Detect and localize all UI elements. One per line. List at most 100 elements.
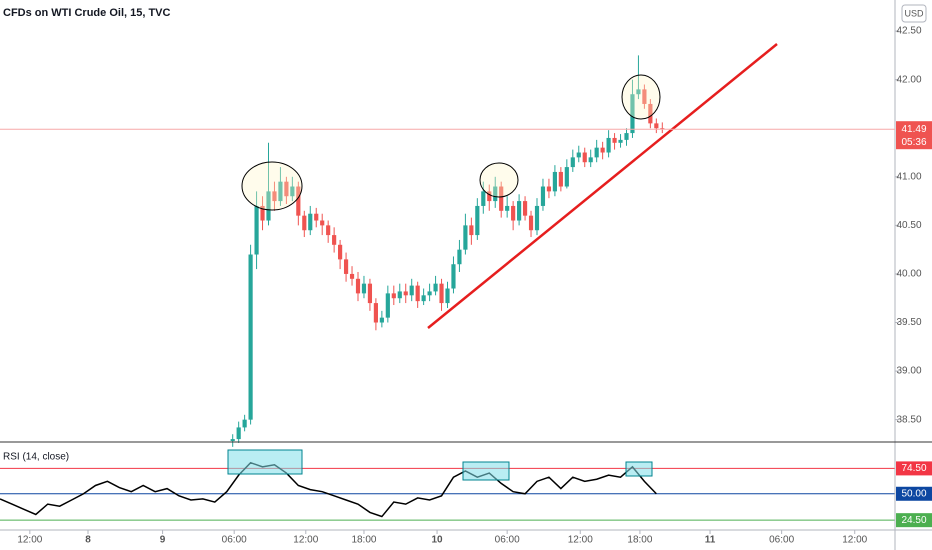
- x-tick-label: 18:00: [627, 535, 652, 546]
- candle-body: [343, 259, 349, 274]
- candle-body: [236, 427, 241, 440]
- candle-body: [576, 152, 581, 158]
- annotations: [227, 43, 778, 481]
- candle-body: [642, 89, 647, 104]
- candle-body: [320, 220, 325, 226]
- x-tick-label: 10: [431, 535, 443, 546]
- candle-body: [397, 291, 402, 299]
- chart-title: CFDs on WTI Crude Oil, 15, TVC: [3, 7, 171, 19]
- candle-body: [511, 205, 516, 221]
- candle-body: [451, 264, 456, 289]
- countdown: 05:36: [901, 137, 926, 148]
- rsi-line: [0, 461, 657, 518]
- x-tick-label: 8: [85, 535, 91, 546]
- candle-body: [308, 213, 313, 231]
- candle-body: [540, 186, 546, 206]
- marks: [0, 55, 895, 521]
- candle-body: [379, 317, 384, 323]
- candle-body: [612, 137, 617, 143]
- candle-body: [546, 186, 552, 192]
- y-tick-label: 42.50: [896, 26, 921, 37]
- candle-body: [421, 295, 426, 302]
- candle-body: [552, 171, 557, 192]
- candle-body: [522, 201, 528, 216]
- candle-body: [439, 283, 444, 304]
- candle-body: [517, 201, 522, 221]
- candle-body: [463, 225, 468, 250]
- candle-body: [391, 293, 396, 299]
- rsi-box: [462, 461, 510, 481]
- candle-body: [636, 89, 641, 95]
- candle-body: [355, 278, 361, 294]
- x-tick-label: 12:00: [842, 535, 867, 546]
- y-tick-label: 74.50: [901, 463, 926, 474]
- y-tick-label: 40.00: [896, 269, 921, 280]
- candle-body: [332, 235, 337, 245]
- candle-body: [338, 244, 343, 260]
- rsi-box: [625, 461, 653, 477]
- candle-body: [415, 285, 420, 302]
- candle-body: [230, 439, 235, 442]
- candle-body: [606, 137, 611, 153]
- candle-body: [534, 205, 540, 231]
- candle-body: [457, 249, 462, 265]
- candle-body: [570, 157, 575, 168]
- candle-body: [403, 291, 408, 296]
- circle-annotation: [241, 161, 303, 211]
- candle-body: [242, 419, 247, 428]
- level-label-box: [896, 461, 932, 476]
- candle-body: [409, 285, 414, 296]
- candle-body: [588, 157, 593, 163]
- candle-body: [630, 94, 635, 134]
- x-tick-label: 9: [160, 535, 166, 546]
- candle-body: [278, 181, 283, 202]
- y-tick-label: 41.00: [896, 171, 921, 182]
- candle-body: [618, 139, 623, 143]
- x-tick-label: 12:00: [293, 535, 318, 546]
- x-tick-label: 06:00: [222, 535, 247, 546]
- candle-body: [505, 205, 510, 211]
- candle-body: [266, 191, 271, 221]
- last-price-box: [896, 121, 932, 150]
- candle-body: [284, 181, 289, 197]
- y-tick-label: 40.50: [896, 220, 921, 231]
- y-tick-label: 39.50: [896, 317, 921, 328]
- candle-body: [385, 293, 390, 318]
- candle-body: [427, 291, 432, 296]
- candle-body: [600, 147, 605, 153]
- y-tick-label: 50.00: [901, 488, 926, 499]
- y-tick-label: 42.00: [896, 74, 921, 85]
- x-tick-label: 12:00: [17, 535, 42, 546]
- trend-line: [427, 43, 778, 329]
- y-tick-label: 38.50: [896, 414, 921, 425]
- candle-body: [314, 213, 319, 221]
- circle-annotation: [479, 162, 519, 198]
- candle-body: [594, 147, 599, 158]
- candle-body: [302, 215, 307, 231]
- candle-body: [499, 186, 504, 211]
- candle-body: [564, 167, 569, 187]
- candle-body: [648, 103, 653, 124]
- candle-body: [296, 186, 301, 216]
- y-tick-label: 24.50: [901, 515, 926, 526]
- candle-body: [349, 273, 355, 279]
- x-tick-label: 06:00: [495, 535, 520, 546]
- candle-body: [481, 191, 486, 206]
- candle-body: [260, 205, 265, 221]
- circle-annotation: [621, 74, 661, 120]
- candle-body: [254, 205, 259, 255]
- candle-body: [624, 133, 629, 140]
- candle-body: [326, 225, 331, 236]
- last-price-label: 41.49: [901, 124, 926, 135]
- candle-body: [487, 191, 492, 202]
- candle-body: [373, 303, 378, 323]
- x-tick-label: 11: [705, 535, 716, 546]
- rsi-box: [227, 449, 303, 475]
- rsi-title: RSI (14, close): [3, 452, 69, 463]
- candle-body: [361, 283, 367, 294]
- y-unit: USD: [904, 8, 924, 18]
- candle-body: [528, 215, 534, 231]
